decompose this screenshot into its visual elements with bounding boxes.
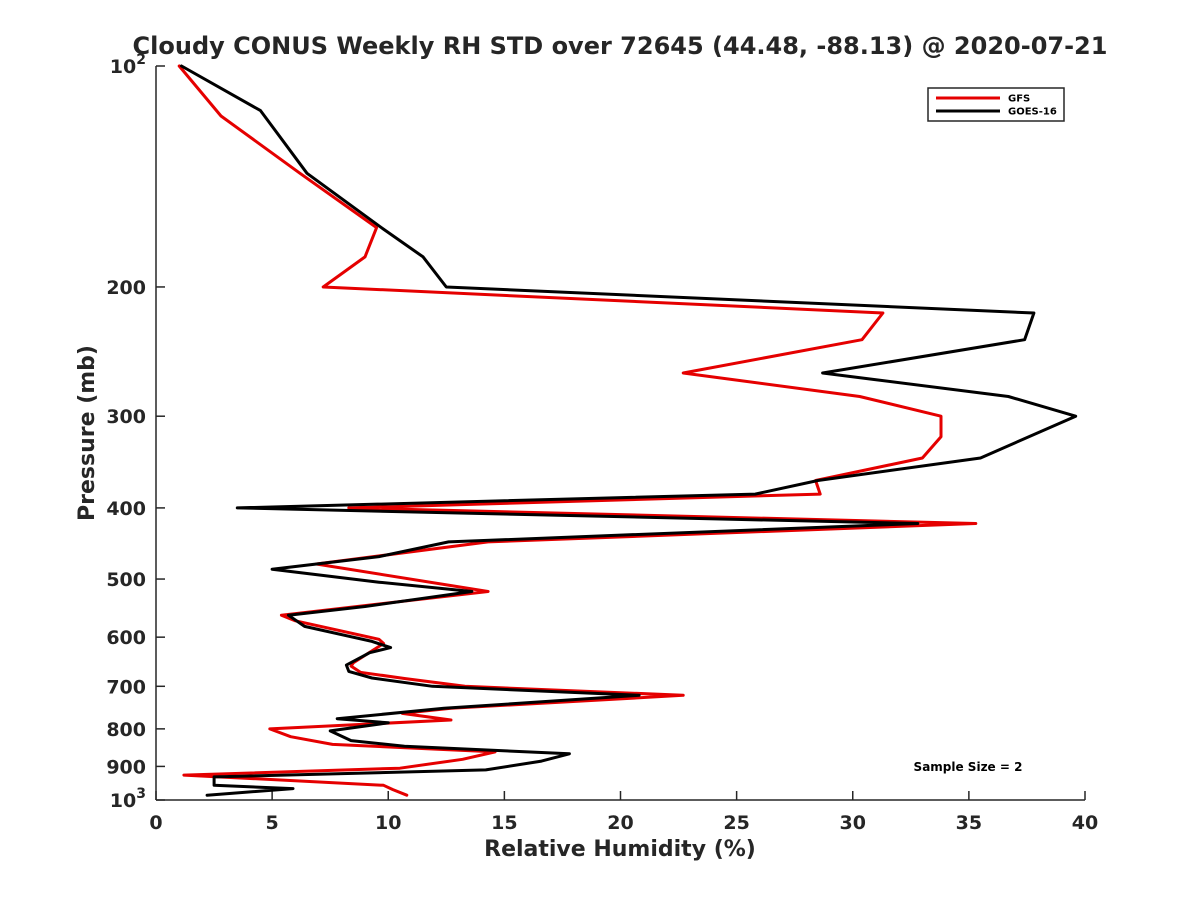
y-tick-label: 103 — [110, 786, 146, 812]
x-tick-label: 5 — [266, 812, 279, 834]
y-tick-label-base: 300 — [106, 406, 146, 428]
x-tick-label: 40 — [1072, 812, 1098, 834]
y-tick-label: 500 — [106, 569, 146, 591]
y-tick-label-base: 400 — [106, 498, 146, 520]
series-layer — [177, 64, 1078, 797]
y-tick-label-base: 900 — [106, 756, 146, 778]
x-tick-label: 0 — [149, 812, 162, 834]
y-tick-label: 700 — [106, 676, 146, 698]
x-axis-ticks: 0 5 10 15 20 25 30 35 40 — [149, 791, 1098, 834]
y-axis-label: Pressure (mb) — [75, 345, 100, 521]
x-tick-label: 25 — [723, 812, 749, 834]
legend: GFS GOES-16 — [927, 87, 1065, 122]
x-tick-label: 30 — [840, 812, 866, 834]
y-tick-label-base: 800 — [106, 719, 146, 741]
y-tick-label-exponent: 2 — [136, 52, 146, 68]
y-tick-label-base: 600 — [106, 627, 146, 649]
y-tick-label: 600 — [106, 627, 146, 649]
y-tick-label: 300 — [106, 406, 146, 428]
y-tick-label-base: 10 — [110, 56, 136, 78]
x-axis-label: Relative Humidity (%) — [484, 837, 756, 862]
x-tick-label: 20 — [607, 812, 633, 834]
y-tick-label: 900 — [106, 756, 146, 778]
sample-size-annotation: Sample Size = 2 — [914, 760, 1023, 774]
series-line-goes-16 — [180, 64, 1078, 797]
legend-box — [927, 87, 1065, 122]
y-tick-label: 400 — [106, 498, 146, 520]
y-tick-label-base: 700 — [106, 676, 146, 698]
y-tick-label-base: 200 — [106, 277, 146, 299]
chart-title: Cloudy CONUS Weekly RH STD over 72645 (4… — [133, 32, 1108, 60]
y-tick-label: 102 — [110, 52, 146, 78]
x-tick-label: 10 — [375, 812, 401, 834]
x-tick-label: 35 — [956, 812, 982, 834]
y-tick-label-exponent: 3 — [136, 786, 146, 802]
legend-entry-label: GOES-16 — [1008, 107, 1057, 118]
y-tick-label: 200 — [106, 277, 146, 299]
y-tick-label-base: 10 — [110, 790, 136, 812]
y-tick-label: 800 — [106, 719, 146, 741]
legend-entry-label: GFS — [1008, 94, 1030, 105]
y-tick-label-base: 500 — [106, 569, 146, 591]
x-tick-label: 15 — [491, 812, 517, 834]
